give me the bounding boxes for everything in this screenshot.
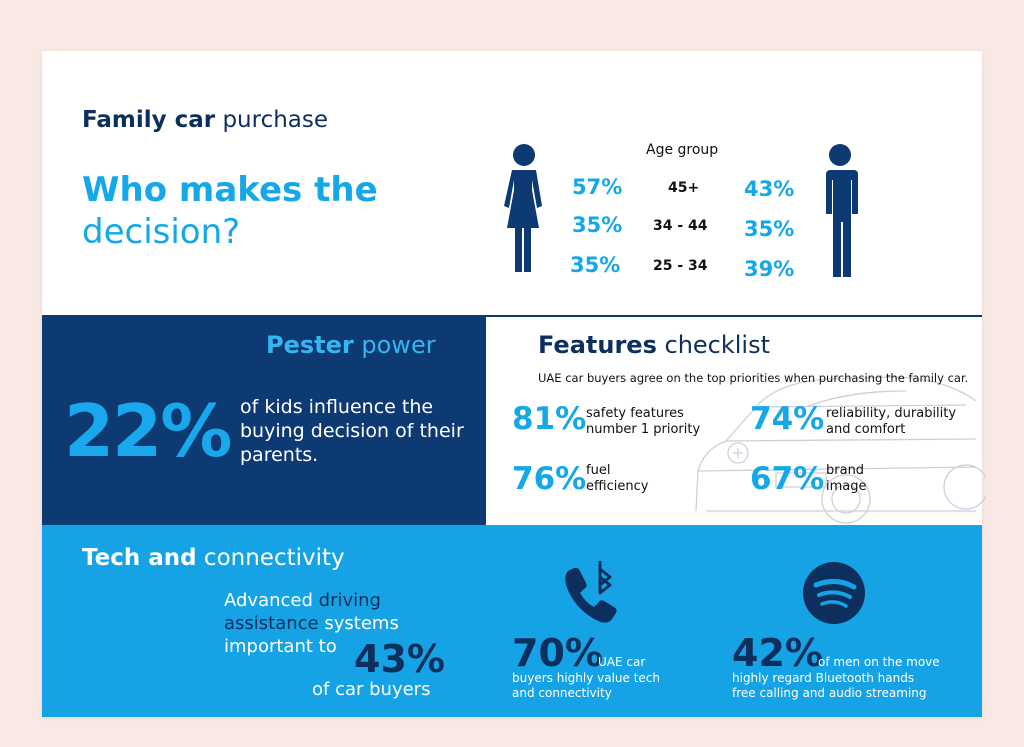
woman-icon — [504, 144, 542, 272]
adas-tail: of car buyers — [312, 679, 431, 700]
adas-word-2: driving — [318, 590, 381, 611]
phone-text-line1: UAE car — [598, 655, 646, 669]
pester-percent: 22% — [64, 389, 232, 473]
features-title-bold: Features — [538, 331, 657, 359]
title-light: purchase — [222, 107, 329, 133]
feature-percent-safety: 81% — [512, 401, 587, 437]
feature-percent-brand: 67% — [750, 461, 825, 497]
spotify-text-line1: of men on the move — [818, 655, 940, 669]
infographic-card: Family car purchase Who makes the decisi… — [42, 51, 986, 717]
phone-text-line2: buyers highly value tech — [512, 671, 661, 685]
phone-text-line3: and connectivity — [512, 686, 612, 700]
features-title-light: checklist — [664, 331, 771, 359]
feature-label-safety: safety features number 1 priority — [586, 406, 700, 438]
feature-safety-line1: safety features — [586, 406, 684, 421]
features-panel: Features checklist UAE car buyers agree … — [486, 315, 986, 525]
feature-percent-fuel: 76% — [512, 461, 587, 497]
feature-fuel-line2: efficiency — [586, 479, 649, 494]
male-pct-34-44: 35% — [744, 217, 795, 241]
female-pct-34-44: 35% — [572, 213, 623, 237]
features-subtitle: UAE car buyers agree on the top prioriti… — [538, 371, 969, 385]
section-title: Family car purchase — [82, 107, 328, 133]
female-pct-45plus: 57% — [572, 175, 623, 199]
feature-safety-line2: number 1 priority — [586, 422, 701, 437]
tech-title-bold: Tech and — [82, 545, 197, 571]
age-34-44: 34 - 44 — [653, 218, 708, 234]
man-icon — [826, 144, 858, 277]
feature-percent-reliability: 74% — [750, 401, 825, 437]
tech-title: Tech and connectivity — [82, 545, 345, 571]
question-line-1: Who makes the — [82, 170, 378, 210]
pester-title-bold: Pester — [266, 331, 354, 359]
pester-text: of kids influence the buying decision of… — [240, 396, 464, 466]
adas-line-2: assistance systems — [224, 612, 399, 635]
feature-brand-line1: brand — [826, 463, 865, 478]
spotify-text-line2: highly regard Bluetooth hands — [732, 671, 915, 685]
adas-line-3: important to — [224, 636, 337, 657]
age-group-label: Age group — [646, 142, 719, 158]
feature-reliability-line1: reliability, durability — [826, 406, 957, 421]
age-25-34: 25 - 34 — [653, 258, 708, 274]
male-pct-25-34: 39% — [744, 257, 795, 281]
feature-label-brand: brand image — [826, 463, 867, 495]
adas-word-3: assistance — [224, 613, 319, 634]
spotify-text-line3: free calling and audio streaming — [732, 686, 927, 700]
main-question: Who makes the decision? — [82, 169, 378, 253]
female-pct-25-34: 35% — [570, 253, 621, 277]
phone-bluetooth-icon — [565, 561, 617, 623]
adas-percent: 43% — [354, 637, 445, 681]
pester-title: Pester power — [266, 331, 436, 359]
age-45plus: 45+ — [668, 180, 700, 196]
title-bold: Family car — [82, 107, 216, 133]
features-title: Features checklist — [538, 331, 770, 359]
spotify-percent: 42% — [732, 631, 823, 675]
adas-word-1: Advanced — [224, 590, 313, 611]
tech-connectivity-panel: Tech and connectivity Advanced driving a… — [42, 525, 982, 717]
tech-title-light: connectivity — [203, 545, 345, 571]
adas-text: Advanced driving assistance systems impo… — [224, 589, 399, 658]
phone-percent: 70% — [512, 631, 603, 675]
adas-word-4: systems — [324, 613, 399, 634]
male-pct-45plus: 43% — [744, 177, 795, 201]
feature-label-reliability: reliability, durability and comfort — [826, 406, 956, 438]
feature-fuel-line1: fuel — [586, 463, 611, 478]
feature-brand-line2: image — [826, 479, 867, 494]
pester-power-panel: Pester power 22% of kids influence the b… — [42, 315, 486, 525]
spotify-icon — [803, 562, 865, 624]
car-outline-icon — [695, 376, 986, 524]
feature-label-fuel: fuel efficiency — [586, 463, 648, 495]
pester-title-light: power — [361, 331, 436, 359]
adas-line-1: Advanced driving — [224, 589, 399, 612]
question-line-2: decision? — [82, 212, 241, 252]
feature-reliability-line2: and comfort — [826, 422, 906, 437]
